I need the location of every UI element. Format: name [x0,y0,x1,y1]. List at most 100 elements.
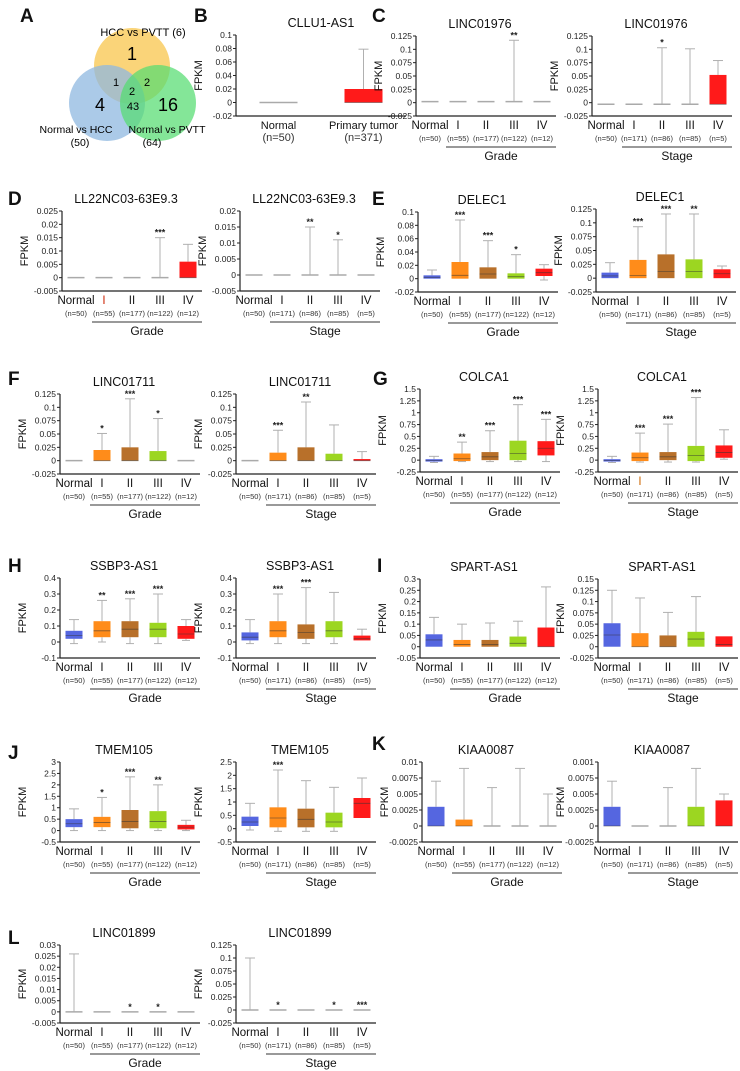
significance-marker: *** [301,578,312,588]
box-i: * [93,423,111,462]
box-iqr [269,452,287,461]
y-tick-label: 0.05 [395,71,412,81]
x-sample-size-label: (n=55) [449,310,471,319]
box-iqr [453,639,471,647]
x-sample-size-label: (n=86) [295,1041,317,1050]
box-iii: ** [505,30,523,103]
chart-e2: DELEC1 FPKM -0.025 0 0.025 0.05 0.075 0.1 0.125 N… [553,190,736,339]
y-tick-label: 0.0075 [568,773,594,783]
y-tick-label: -0.005 [212,286,236,296]
x-tick-label: II [127,478,133,490]
chart-title: LL22NC03-63E9.3 [252,192,356,206]
y-tick-label: -0.025 [208,469,232,479]
x-sample-size-label: (n=50) [601,676,623,685]
y-tick-label: 0.15 [399,608,416,618]
x-tick-label: Normal [415,662,452,674]
y-tick-label: 1.5 [582,384,594,394]
box-iv [537,586,555,648]
y-tick-label: -0.02 [395,287,415,297]
y-tick-label: 0 [231,270,236,280]
y-axis-label: FPKM [17,419,29,450]
y-axis-label: FPKM [555,787,567,818]
y-tick-label: 0 [589,455,594,465]
y-tick-label: 0.125 [35,389,57,399]
y-tick-label: 0.1 [44,402,56,412]
x-sample-size-label: (n=12) [535,676,557,685]
significance-marker: *** [125,389,136,399]
x-tick-label: II [129,295,135,307]
y-tick-label: 0.025 [211,992,233,1002]
chart-title: COLCA1 [637,370,687,384]
chart-title: KIAA0087 [634,743,690,757]
chart-l1: LINC01899FPKM-0.00500.0050.010.0150.020.… [17,926,200,1070]
y-tick-label: 0.025 [573,630,595,640]
x-tick-label: IV [717,296,728,308]
group-label: Grade [490,875,524,889]
box-i: ** [453,432,471,463]
x-sample-size-label: (n=55) [91,676,113,685]
venn-region-normal-hcc-only: 4 [95,95,105,115]
x-tick-label: I [276,662,279,674]
y-tick-label: -0.025 [570,653,594,663]
box-iii [511,767,529,827]
box-iii [681,48,699,106]
box-iv [709,60,727,105]
box-normal [603,455,621,464]
y-tick-label: 0 [51,456,56,466]
y-tick-label: 0.0075 [392,773,418,783]
significance-marker: *** [273,584,284,594]
box-normal [241,619,259,645]
x-sample-size-label: (n=55) [91,492,113,501]
y-tick-label: 0.01 [39,985,56,995]
y-tick-label: 0 [583,98,588,108]
box-iqr [149,811,167,829]
x-sample-size-label: (n=5) [715,676,733,685]
panel-letter-i: I [377,556,383,577]
box-ii [297,780,315,832]
y-tick-label: 0.025 [211,442,233,452]
x-tick-label: II [665,476,671,488]
box-ii: *** [479,231,497,279]
significance-marker: *** [485,421,496,431]
x-tick-label: III [329,478,339,490]
significance-marker: ** [458,432,466,442]
box-iii [325,424,343,462]
x-tick-label: III [329,846,339,858]
box-iv [715,636,733,647]
x-sample-size-label: (n=177) [117,860,144,869]
y-tick-label: 0 [53,273,58,283]
x-tick-label: I [638,476,641,488]
box-ii [659,787,677,827]
x-tick-label: IV [719,846,730,858]
chart-title: SSBP3-AS1 [266,559,334,573]
box-iqr [149,451,167,461]
box-iqr [481,639,499,647]
group-label: Grade [484,149,518,163]
x-sample-size-label: (n=50) [63,860,85,869]
box-iqr [479,267,497,279]
y-axis-label: FPKM [193,603,205,634]
y-tick-label: 0.1 [580,218,592,228]
y-tick-label: 0.3 [220,589,232,599]
panel-letter-g: G [373,369,388,390]
y-tick-label: -0.005 [32,1018,56,1028]
group-label: Stage [305,507,337,521]
chart-title: LINC01976 [448,17,511,31]
y-axis-label: FPKM [19,236,31,267]
box-i: *** [629,217,647,279]
box-iv [353,777,371,818]
box-iqr [715,445,733,458]
box-i: * [93,787,111,832]
x-tick-label: Normal [593,846,630,858]
x-sample-size-label: (n=177) [473,134,500,143]
x-tick-label: II [659,120,665,132]
panel-letter-j: J [8,743,19,764]
box-ii: *** [121,389,139,462]
chart-title: LINC01711 [93,375,155,389]
x-tick-label: II [663,296,669,308]
x-tick-label: Normal [231,1027,268,1039]
y-tick-label: -0.025 [564,111,588,121]
y-tick-label: 0 [587,273,592,283]
box-normal [601,262,619,279]
x-tick-label: III [691,662,701,674]
